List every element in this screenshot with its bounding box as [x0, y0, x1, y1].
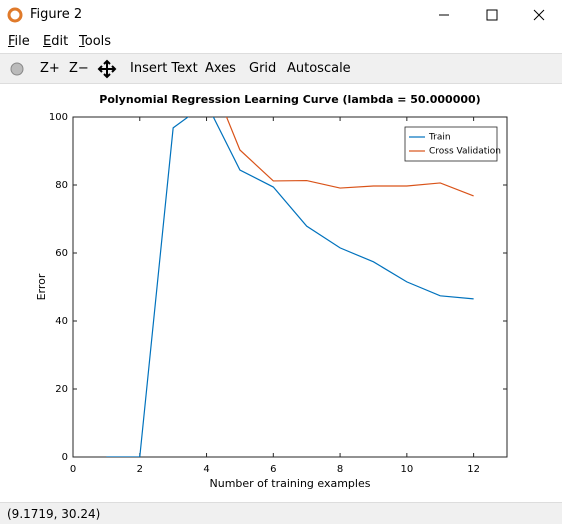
legend-label: Cross Validation [429, 147, 501, 157]
toolbar-icons [10, 59, 117, 79]
pan-icon[interactable] [97, 59, 117, 79]
title-icons [7, 7, 545, 23]
tool-button[interactable]: Z− [69, 61, 89, 76]
plot-lines [106, 117, 474, 457]
tool-button[interactable]: Insert Text [130, 61, 198, 76]
cursor-position: (9.1719, 30.24) [7, 507, 101, 521]
legend-label: Train [428, 133, 451, 143]
y-tick-label: 40 [55, 316, 68, 327]
x-tick-label: 4 [203, 464, 209, 475]
y-tick-label: 100 [49, 112, 68, 123]
menu-item[interactable]: Tools [79, 34, 112, 49]
chart: Polynomial Regression Learning Curve (la… [35, 93, 508, 490]
window-title: Figure 2 [30, 7, 83, 22]
toolbar: Z+ Z− Insert Text Axes Grid Autoscale [0, 53, 562, 84]
close[interactable] [533, 9, 545, 21]
tool-button[interactable]: Z+ [40, 61, 60, 76]
x-tick-label: 12 [467, 464, 480, 475]
series-line [106, 117, 474, 457]
y-tick-label: 80 [55, 180, 68, 191]
menu-item[interactable]: File [8, 34, 30, 49]
x-axis-label: Number of training examples [210, 477, 371, 490]
y-tick-label: 60 [55, 248, 68, 259]
x-tick-label: 0 [70, 464, 76, 475]
app-icon [7, 7, 23, 23]
rotate-icon[interactable] [10, 62, 24, 76]
menu-item[interactable]: Edit [43, 34, 69, 49]
y-axis-label: Error [35, 273, 48, 300]
x-tick-label: 10 [400, 464, 413, 475]
maximize[interactable] [486, 9, 498, 21]
axes-box [72, 116, 508, 458]
chart-title: Polynomial Regression Learning Curve (la… [99, 93, 480, 106]
y-tick-label: 20 [55, 384, 68, 395]
x-tick-label: 6 [270, 464, 276, 475]
title-bar: Figure 2 [0, 0, 562, 30]
legend-box [404, 126, 498, 162]
tool-button[interactable]: Grid [249, 61, 277, 76]
tool-button[interactable]: Autoscale [287, 61, 351, 76]
y-tick-label: 0 [62, 452, 68, 463]
tool-button[interactable]: Axes [205, 61, 236, 76]
x-tick-label: 2 [137, 464, 143, 475]
series-line [225, 117, 474, 197]
menu-bar: File Edit Tools [0, 30, 562, 52]
status-bar: (9.1719, 30.24) [0, 502, 562, 524]
x-tick-label: 8 [337, 464, 343, 475]
